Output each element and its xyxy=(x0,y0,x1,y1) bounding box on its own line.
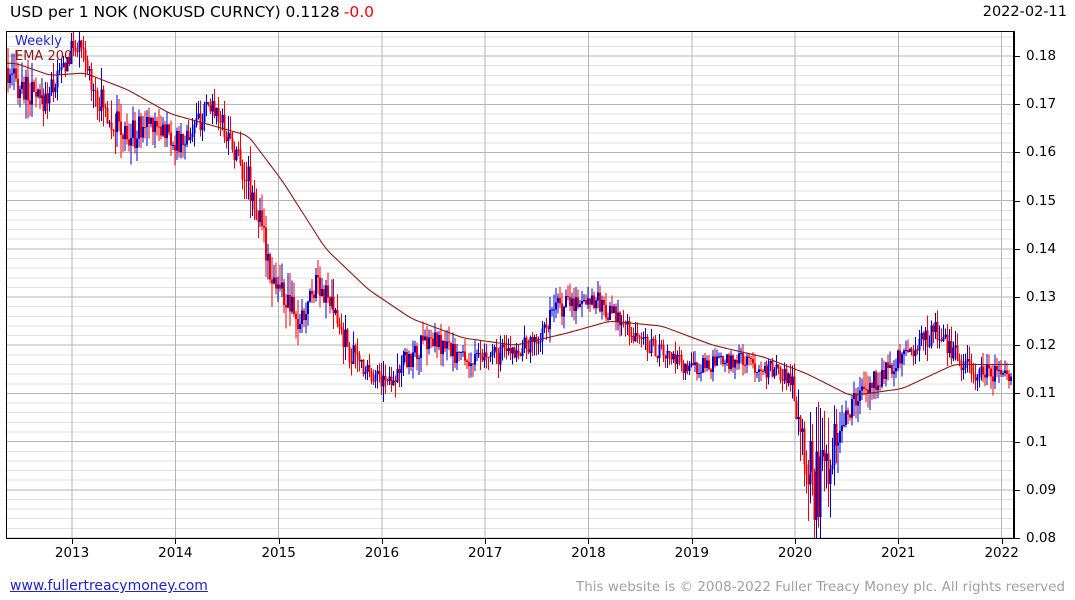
chart-header: USD per 1 NOK (NOKUSD CURNCY) 0.1128 -0.0… xyxy=(0,0,1075,28)
y-tick-mark xyxy=(1014,538,1020,539)
y-tick-mark xyxy=(1014,56,1020,58)
site-link[interactable]: www.fullertreacymoney.com xyxy=(10,578,208,594)
y-tick-label: 0.12 xyxy=(1026,337,1057,354)
ema-200-line xyxy=(7,62,1013,396)
price-change: -0.0 xyxy=(343,3,375,21)
y-tick-mark xyxy=(1014,248,1020,250)
y-tick-mark xyxy=(1014,200,1020,202)
y-tick-label: 0.09 xyxy=(1026,481,1057,498)
copyright-text: This website is © 2008-2022 Fuller Treac… xyxy=(576,579,1065,595)
x-tick-mark xyxy=(691,539,693,544)
y-tick-mark xyxy=(1014,297,1020,299)
y-tick-label: 0.15 xyxy=(1026,192,1057,209)
plot-area[interactable]: Weekly EMA 200 xyxy=(6,31,1014,539)
y-tick-label: 0.16 xyxy=(1026,144,1057,161)
grid-minor-lines xyxy=(7,36,1013,538)
page-title: USD per 1 NOK (NOKUSD CURNCY) 0.1128 -0.0 xyxy=(10,3,374,21)
x-tick-label: 2017 xyxy=(468,545,503,561)
y-tick-mark xyxy=(1014,345,1020,347)
x-tick-label: 2021 xyxy=(881,545,916,561)
y-tick-mark xyxy=(1014,393,1020,395)
y-tick-mark xyxy=(1014,152,1020,154)
x-tick-label: 2013 xyxy=(54,545,90,561)
x-tick-label: 2018 xyxy=(571,545,606,561)
y-tick-label: 0.13 xyxy=(1026,289,1057,306)
x-tick-mark xyxy=(381,539,383,544)
candlestick-series xyxy=(7,32,1013,538)
x-tick-label: 2014 xyxy=(158,545,193,561)
y-axis-line xyxy=(1014,31,1015,539)
x-tick-label: 2016 xyxy=(364,545,400,561)
y-tick-mark xyxy=(1014,441,1020,443)
y-tick-label: 0.08 xyxy=(1026,530,1057,546)
y-tick-label: 0.1 xyxy=(1026,433,1048,450)
y-tick-label: 0.18 xyxy=(1026,48,1057,65)
y-axis: 0.18 0.17 0.16 0.15 0.14 0.13 0.12 0.11 0.1 0.09 0… xyxy=(1014,31,1074,546)
x-tick-mark xyxy=(795,539,797,544)
y-tick-label: 0.14 xyxy=(1026,240,1057,257)
x-tick-mark xyxy=(1001,539,1003,544)
y-tick-mark xyxy=(1014,489,1020,491)
y-tick-mark xyxy=(1014,104,1020,106)
x-tick-label: 2019 xyxy=(674,545,709,561)
x-tick-label: 2022 xyxy=(984,545,1019,561)
x-tick-label: 2020 xyxy=(777,545,813,561)
x-tick-mark xyxy=(72,539,74,544)
grid-major-lines xyxy=(7,55,1013,538)
price-chart-canvas xyxy=(7,32,1013,538)
x-tick-mark xyxy=(588,539,590,544)
chart-footer: www.fullertreacymoney.com This website i… xyxy=(0,576,1075,598)
as-of-date: 2022-02-11 xyxy=(982,4,1067,20)
y-tick-label: 0.17 xyxy=(1026,96,1057,113)
instrument-title: USD per 1 NOK (NOKUSD CURNCY) 0.1128 xyxy=(10,3,340,21)
x-tick-label: 2015 xyxy=(261,545,296,561)
grid-vertical-lines xyxy=(71,32,1003,538)
x-tick-mark xyxy=(175,539,177,544)
x-tick-mark xyxy=(898,539,900,544)
x-tick-mark xyxy=(485,539,487,544)
y-tick-label: 0.11 xyxy=(1026,385,1057,402)
x-axis: 2013 2014 2015 2016 2017 2018 2019 2020 2021 2022 xyxy=(6,539,1019,565)
x-tick-mark xyxy=(278,539,280,544)
